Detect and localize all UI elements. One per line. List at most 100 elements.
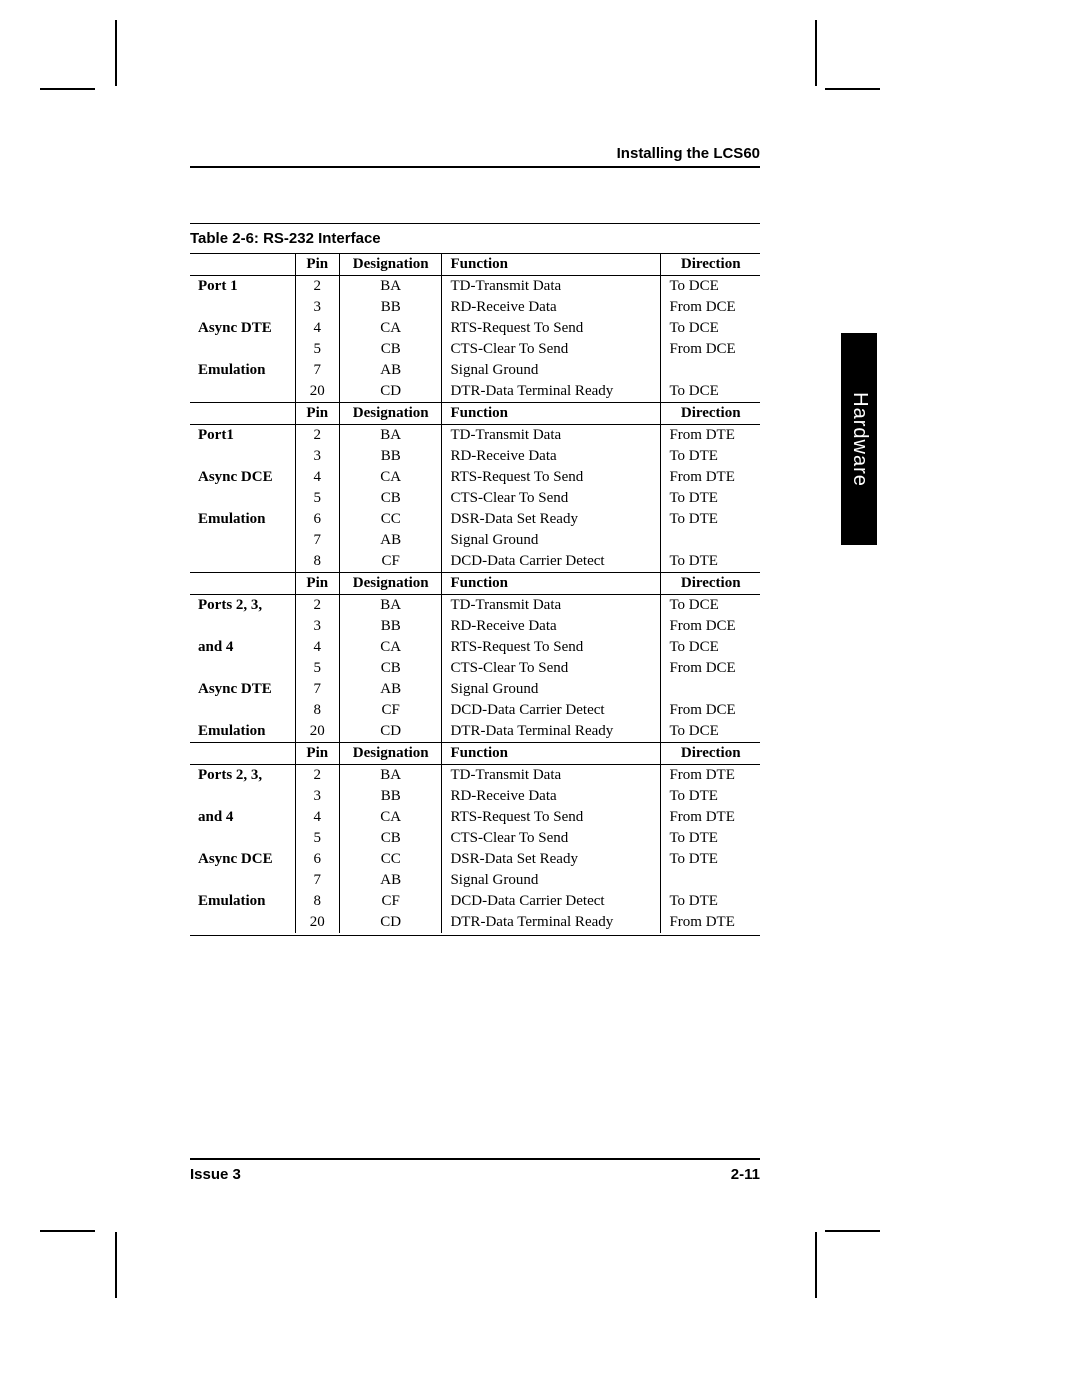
table-header-cell: Designation: [339, 254, 442, 276]
row-label: [190, 530, 295, 551]
table-header-cell: Pin: [295, 743, 339, 765]
cell-direction: To DTE: [661, 509, 760, 530]
row-label: Ports 2, 3,: [190, 765, 295, 787]
table-row: 8CFDCD-Data Carrier DetectTo DTE: [190, 551, 760, 573]
cell-designation: CA: [339, 467, 442, 488]
cell-direction: From DCE: [661, 700, 760, 721]
cell-function: Signal Ground: [442, 870, 661, 891]
row-label: Emulation: [190, 721, 295, 743]
table-row: 8CFDCD-Data Carrier DetectFrom DCE: [190, 700, 760, 721]
cell-designation: CA: [339, 807, 442, 828]
section-tab-label: Hardware: [848, 392, 871, 487]
cell-pin: 20: [295, 912, 339, 933]
table-row: 7ABSignal Ground: [190, 870, 760, 891]
table-row: 5CBCTS-Clear To SendFrom DCE: [190, 339, 760, 360]
cell-pin: 7: [295, 679, 339, 700]
cell-designation: BB: [339, 786, 442, 807]
section-tab-hardware: Hardware: [841, 333, 877, 545]
table-row: Async DCE4CARTS-Request To SendFrom DTE: [190, 467, 760, 488]
row-label: [190, 488, 295, 509]
row-label: [190, 381, 295, 403]
table-header-cell: Designation: [339, 743, 442, 765]
cell-direction: From DCE: [661, 616, 760, 637]
cell-direction: From DTE: [661, 807, 760, 828]
cell-direction: From DCE: [661, 339, 760, 360]
cell-function: Signal Ground: [442, 679, 661, 700]
table-header-cell: Function: [442, 254, 661, 276]
cell-pin: 20: [295, 721, 339, 743]
cell-direction: [661, 870, 760, 891]
table-header-cell: Pin: [295, 254, 339, 276]
cell-designation: AB: [339, 530, 442, 551]
cell-designation: CF: [339, 891, 442, 912]
cell-designation: BA: [339, 425, 442, 447]
crop-mark: [815, 20, 817, 86]
cell-designation: BB: [339, 616, 442, 637]
row-label: [190, 658, 295, 679]
cell-function: RD-Receive Data: [442, 297, 661, 318]
cell-designation: BA: [339, 276, 442, 298]
table-row: 3BBRD-Receive DataFrom DCE: [190, 297, 760, 318]
cell-designation: CF: [339, 700, 442, 721]
table-row: Emulation6CCDSR-Data Set ReadyTo DTE: [190, 509, 760, 530]
row-label: Ports 2, 3,: [190, 595, 295, 617]
crop-mark: [115, 20, 117, 86]
cell-direction: From DTE: [661, 425, 760, 447]
footer-page-number: 2-11: [731, 1166, 760, 1183]
table-header-cell: Direction: [661, 573, 760, 595]
cell-function: DCD-Data Carrier Detect: [442, 551, 661, 573]
table-bottom-rule: [190, 935, 760, 936]
table-header-blank: [190, 254, 295, 276]
table-header-blank: [190, 403, 295, 425]
cell-pin: 7: [295, 870, 339, 891]
cell-function: DTR-Data Terminal Ready: [442, 721, 661, 743]
table-header-row: PinDesignationFunctionDirection: [190, 403, 760, 425]
cell-pin: 4: [295, 467, 339, 488]
row-label: Emulation: [190, 509, 295, 530]
cell-direction: From DCE: [661, 658, 760, 679]
cell-designation: CB: [339, 488, 442, 509]
cell-function: RTS-Request To Send: [442, 807, 661, 828]
cell-pin: 8: [295, 891, 339, 912]
cell-designation: CB: [339, 828, 442, 849]
cell-direction: From DTE: [661, 912, 760, 933]
table-header-cell: Function: [442, 573, 661, 595]
cell-pin: 4: [295, 318, 339, 339]
table-row: Async DTE4CARTS-Request To SendTo DCE: [190, 318, 760, 339]
cell-designation: CF: [339, 551, 442, 573]
cell-pin: 20: [295, 381, 339, 403]
row-label: Async DTE: [190, 318, 295, 339]
crop-mark: [115, 1232, 117, 1298]
cell-function: DCD-Data Carrier Detect: [442, 700, 661, 721]
cell-direction: To DCE: [661, 276, 760, 298]
table-row: 5CBCTS-Clear To SendFrom DCE: [190, 658, 760, 679]
cell-function: CTS-Clear To Send: [442, 828, 661, 849]
table-header-cell: Pin: [295, 573, 339, 595]
cell-function: RD-Receive Data: [442, 786, 661, 807]
crop-mark: [825, 1230, 880, 1232]
row-label: [190, 828, 295, 849]
footer-issue: Issue 3: [190, 1166, 241, 1183]
cell-function: TD-Transmit Data: [442, 276, 661, 298]
table-row: 20CDDTR-Data Terminal ReadyTo DCE: [190, 381, 760, 403]
cell-function: DCD-Data Carrier Detect: [442, 891, 661, 912]
row-label: Async DTE: [190, 679, 295, 700]
cell-pin: 8: [295, 551, 339, 573]
cell-function: RD-Receive Data: [442, 446, 661, 467]
cell-function: CTS-Clear To Send: [442, 488, 661, 509]
cell-direction: To DCE: [661, 721, 760, 743]
row-label: [190, 446, 295, 467]
cell-function: Signal Ground: [442, 360, 661, 381]
cell-designation: BB: [339, 446, 442, 467]
table-row: Port 12BATD-Transmit DataTo DCE: [190, 276, 760, 298]
cell-direction: From DTE: [661, 765, 760, 787]
running-head: Installing the LCS60: [190, 145, 760, 168]
table-header-cell: Direction: [661, 403, 760, 425]
cell-pin: 5: [295, 658, 339, 679]
row-label: and 4: [190, 637, 295, 658]
cell-function: TD-Transmit Data: [442, 595, 661, 617]
cell-pin: 2: [295, 425, 339, 447]
table-row: 3BBRD-Receive DataFrom DCE: [190, 616, 760, 637]
row-label: [190, 912, 295, 933]
cell-pin: 5: [295, 339, 339, 360]
